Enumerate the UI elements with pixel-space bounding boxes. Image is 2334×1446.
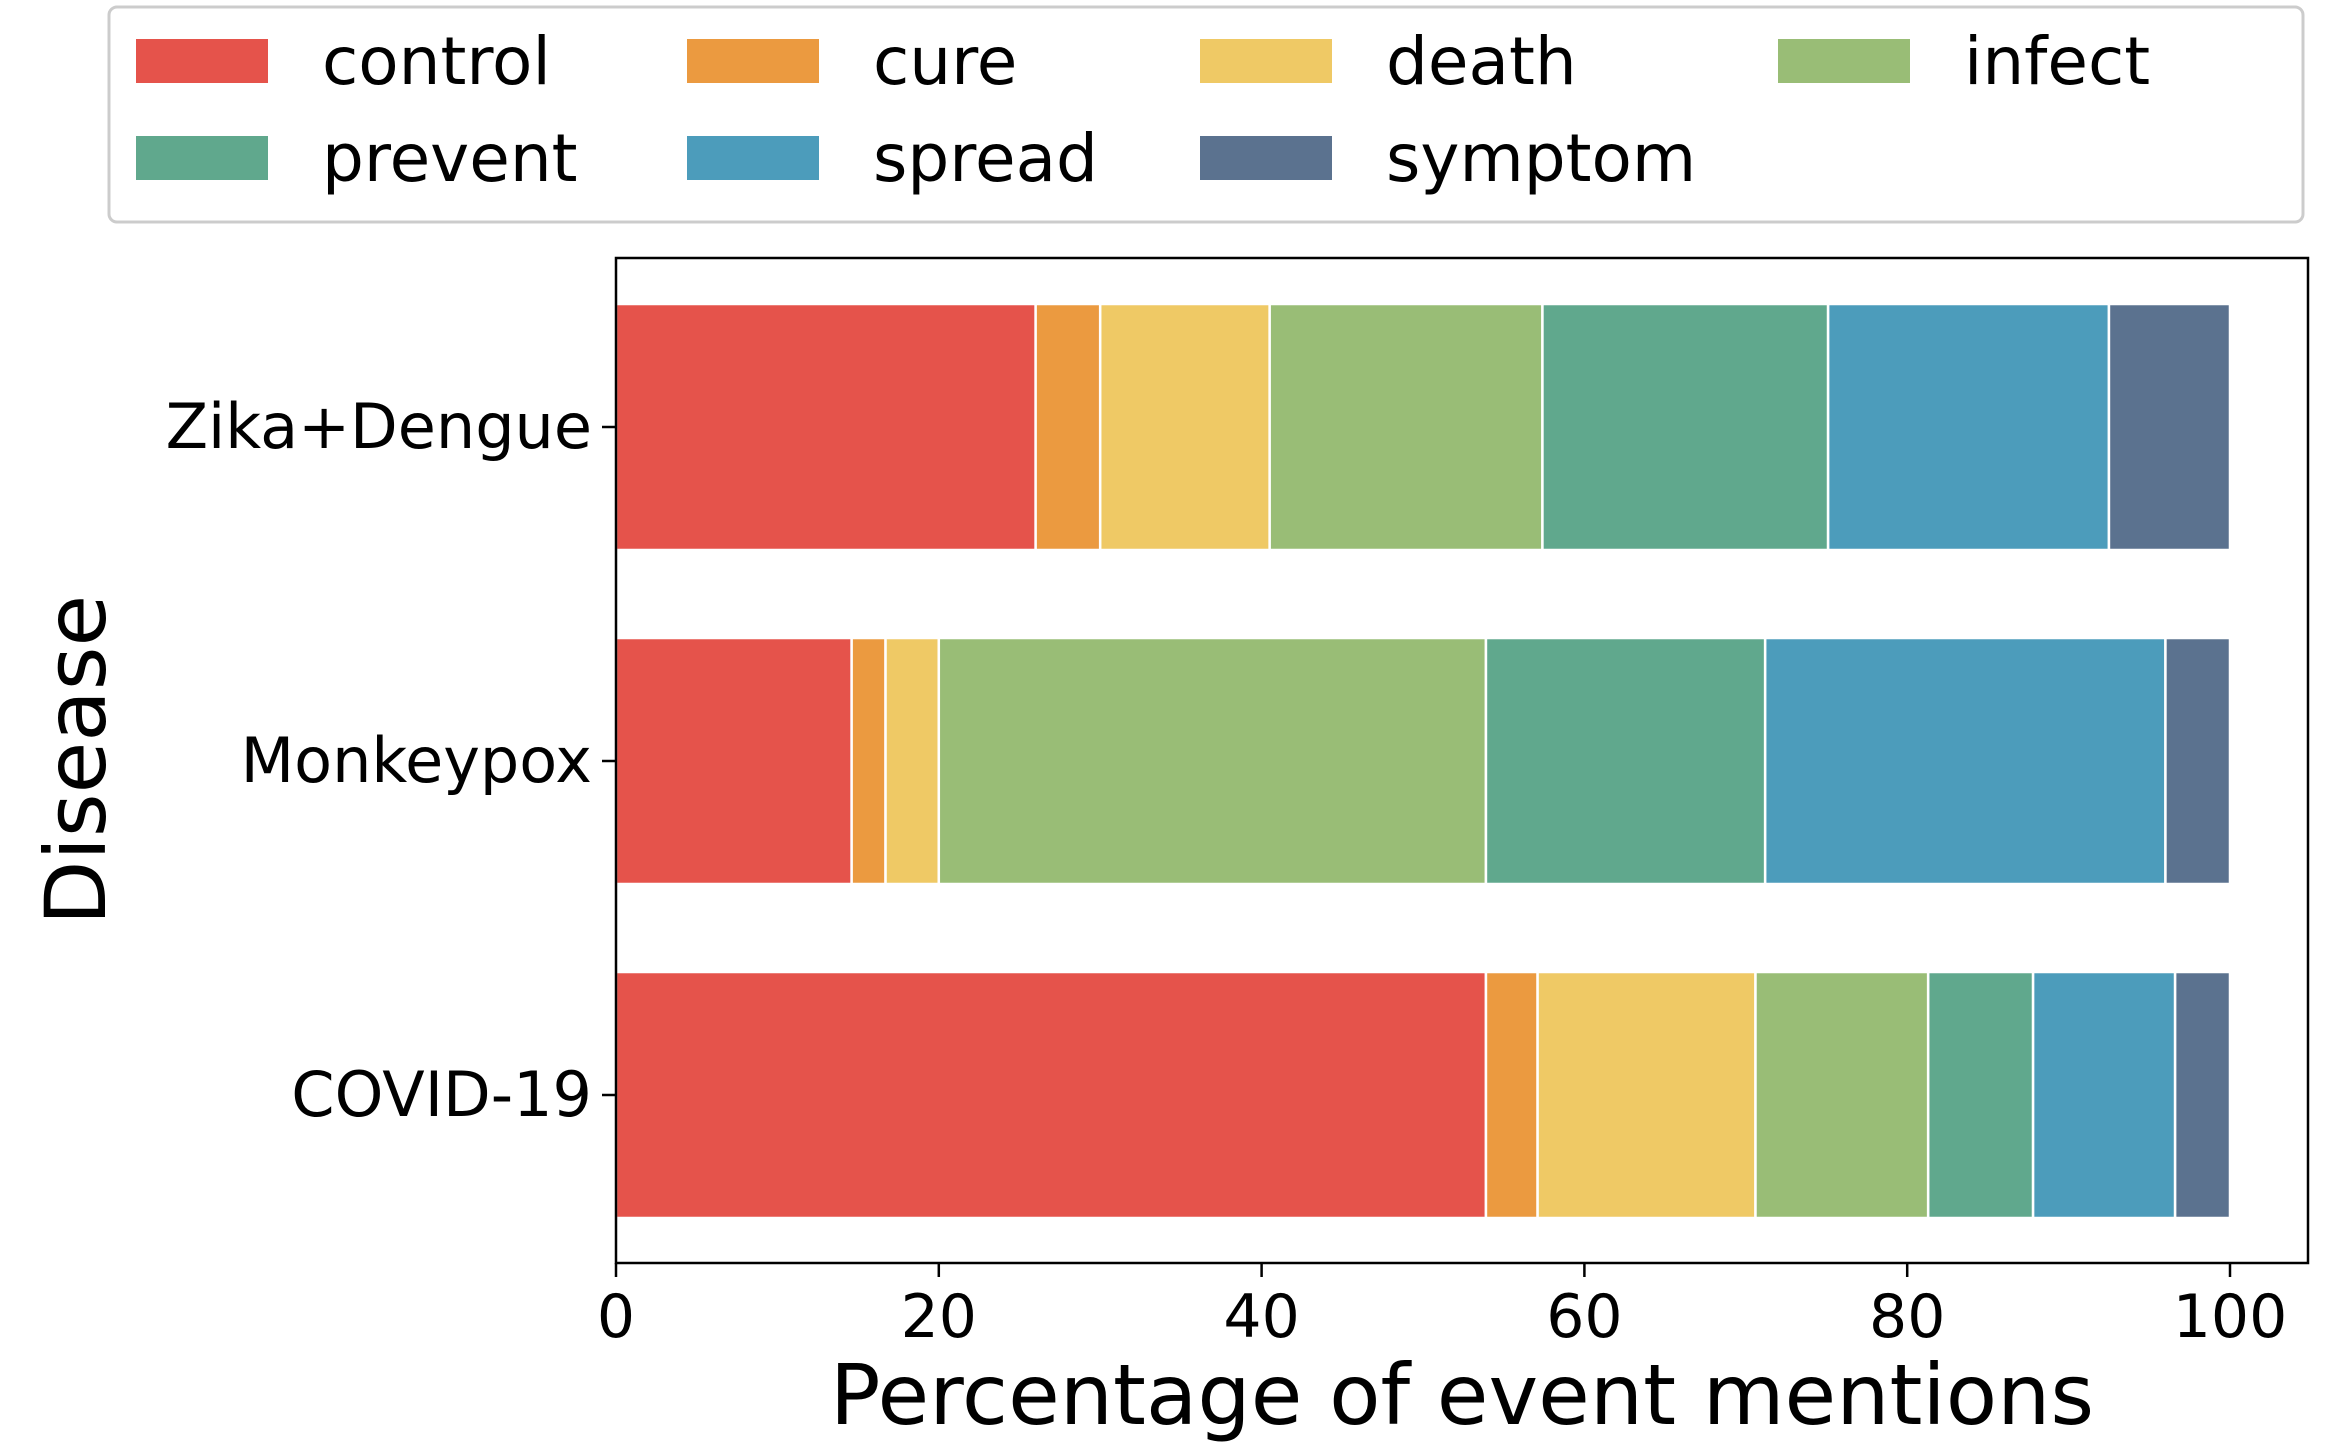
- bar-zika-dengue-prevent: [1541, 302, 1830, 552]
- legend: control cure death infect prevent spread sympt…: [107, 5, 2305, 224]
- y-axis-label: Disease: [27, 595, 125, 925]
- bar-covid-19-infect: [1754, 970, 1930, 1220]
- legend-label-prevent: prevent: [322, 120, 578, 197]
- bar-monkeypox-cure: [850, 636, 887, 886]
- legend-swatch-prevent: [136, 136, 268, 180]
- legend-label-control: control: [322, 23, 551, 100]
- bar-zika-dengue-symptom: [2107, 302, 2232, 552]
- bar-zika-dengue-cure: [1034, 302, 1102, 552]
- bar-zika-dengue-spread: [1826, 302, 2111, 552]
- x-tick-label: 20: [901, 1282, 977, 1352]
- bar-covid-19-symptom: [2173, 970, 2232, 1220]
- legend-swatch-infect: [1778, 39, 1910, 83]
- x-tick-label: 100: [2173, 1282, 2288, 1352]
- bar-zika-dengue-death: [1098, 302, 1271, 552]
- y-tick-label: Monkeypox: [241, 724, 592, 797]
- y-axis: Zika+Dengue Monkeypox COVID-19: [166, 390, 616, 1131]
- bar-covid-19-prevent: [1926, 970, 2035, 1220]
- legend-swatch-cure: [687, 39, 819, 83]
- legend-label-cure: cure: [873, 23, 1017, 100]
- bars: [614, 302, 2232, 1220]
- bar-monkeypox-symptom: [2164, 636, 2232, 886]
- legend-swatch-control: [136, 39, 268, 83]
- x-axis-label: Percentage of event mentions: [830, 1346, 2094, 1444]
- legend-swatch-death: [1200, 39, 1332, 83]
- legend-label-spread: spread: [873, 120, 1098, 197]
- bar-monkeypox-death: [884, 636, 941, 886]
- x-tick-label: 80: [1869, 1282, 1945, 1352]
- legend-label-symptom: symptom: [1386, 120, 1696, 197]
- bar-zika-dengue-infect: [1268, 302, 1544, 552]
- y-tick-label: Zika+Dengue: [166, 390, 592, 463]
- legend-swatch-symptom: [1200, 136, 1332, 180]
- legend-swatch-spread: [687, 136, 819, 180]
- bar-covid-19-spread: [2031, 970, 2177, 1220]
- x-tick-label: 60: [1546, 1282, 1622, 1352]
- bar-monkeypox-spread: [1763, 636, 2167, 886]
- bar-zika-dengue-control: [614, 302, 1037, 552]
- bar-monkeypox-control: [614, 636, 853, 886]
- x-axis: 0 20 40 60 80 100: [597, 1263, 2287, 1352]
- x-tick-label: 40: [1223, 1282, 1299, 1352]
- legend-label-death: death: [1386, 23, 1577, 100]
- bar-covid-19-cure: [1484, 970, 1539, 1220]
- legend-label-infect: infect: [1964, 23, 2150, 100]
- legend-frame: [107, 5, 2305, 224]
- bar-monkeypox-infect: [937, 636, 1488, 886]
- bar-covid-19-control: [614, 970, 1488, 1220]
- y-tick-label: COVID-19: [291, 1058, 592, 1131]
- bar-covid-19-death: [1536, 970, 1757, 1220]
- x-tick-label: 0: [597, 1282, 635, 1352]
- bar-monkeypox-prevent: [1484, 636, 1767, 886]
